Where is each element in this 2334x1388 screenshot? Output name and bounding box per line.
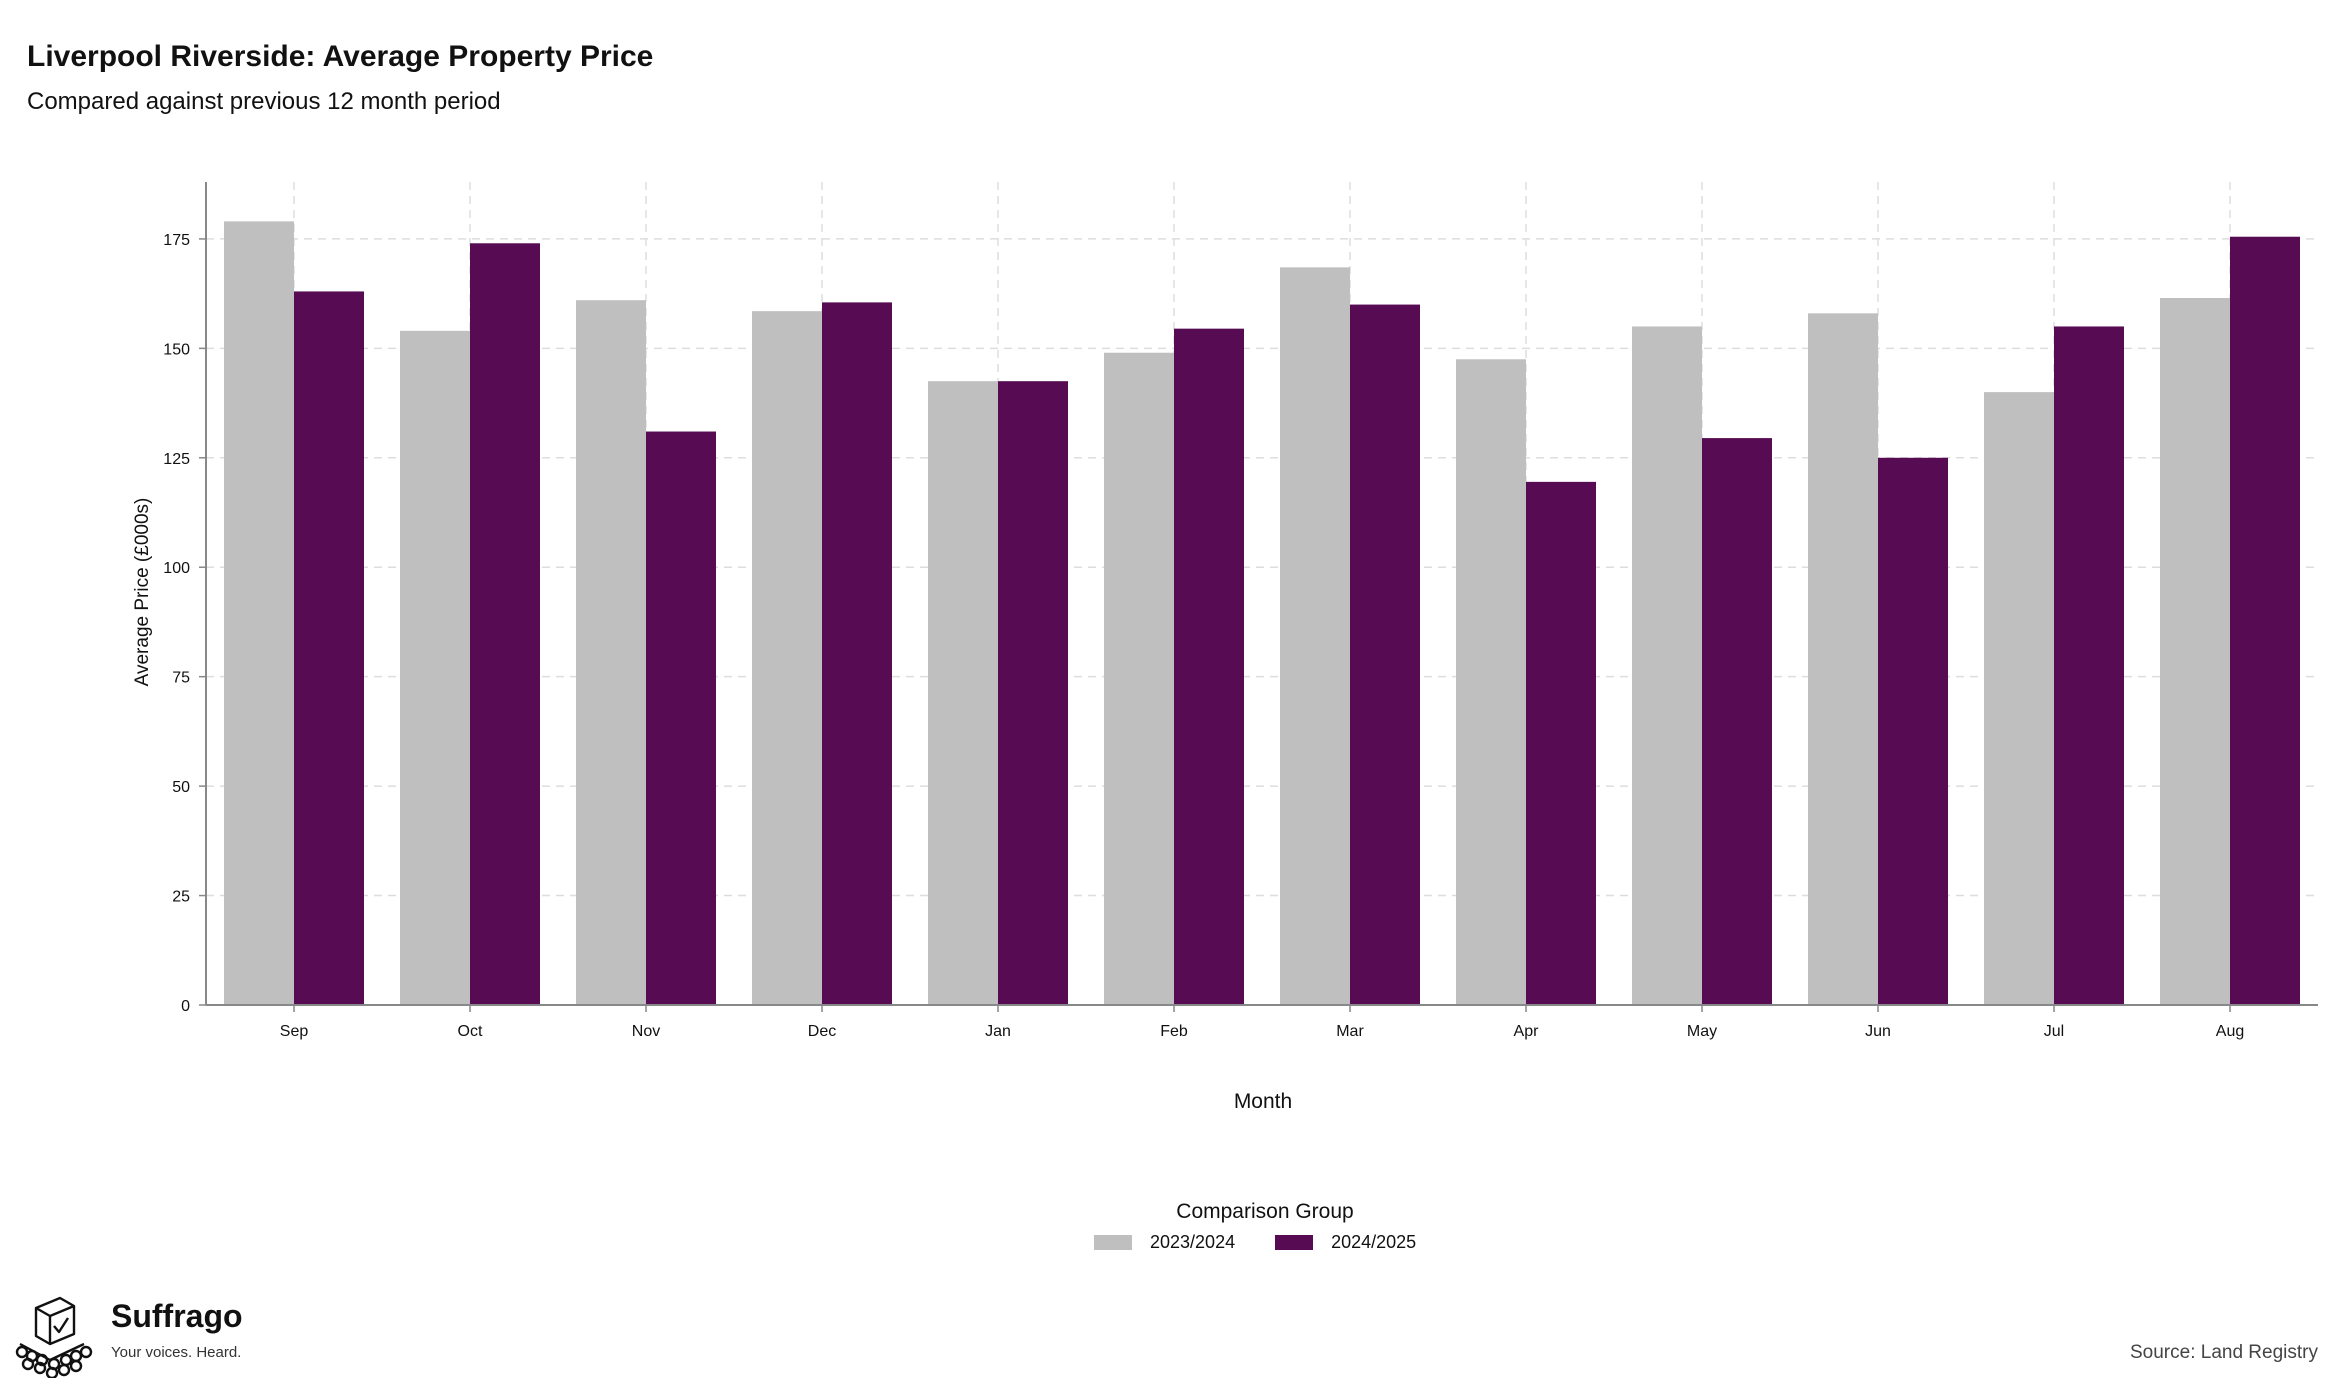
legend: 2023/2024 2024/2025 — [1094, 1232, 1416, 1253]
bar-2023-2024-apr — [1456, 359, 1526, 1005]
bar-2024-2025-apr — [1526, 481, 1596, 1005]
axes: 0 25 50 75 100 125 150 175 Sep Oct Nov Dec Jan Feb Mar… — [163, 182, 2318, 1040]
y-tick-label: 50 — [172, 779, 190, 796]
x-tick-label: Nov — [632, 1023, 660, 1040]
bar-2024-2025-may — [1702, 438, 1772, 1005]
bar-2023-2024-dec — [752, 311, 822, 1005]
chart-title: Liverpool Riverside: Average Property Pr… — [27, 40, 654, 73]
bar-2023-2024-feb — [1104, 352, 1174, 1005]
x-tick-label: Oct — [458, 1023, 483, 1040]
bar-2023-2024-oct — [400, 330, 470, 1005]
legend-item-2023-2024: 2023/2024 — [1094, 1232, 1235, 1253]
bar-2024-2025-nov — [646, 431, 716, 1005]
ballot-box-icon — [15, 1296, 93, 1378]
legend-item-2024-2025: 2024/2025 — [1275, 1232, 1416, 1253]
x-axis-label: Month — [1234, 1090, 1292, 1113]
legend-swatch-2023-2024 — [1094, 1235, 1132, 1250]
x-tick-label: Apr — [1514, 1023, 1540, 1040]
legend-label-2023-2024: 2023/2024 — [1150, 1232, 1236, 1252]
y-tick-label: 75 — [172, 670, 190, 687]
x-tick-label: May — [1687, 1023, 1717, 1040]
y-tick-label: 100 — [163, 560, 190, 577]
bars — [224, 221, 2300, 1006]
x-tick-label: Dec — [808, 1023, 836, 1040]
legend-swatch-2024-2025 — [1275, 1235, 1314, 1250]
bar-chart: 0 25 50 75 100 125 150 175 Sep Oct Nov Dec Jan Feb Mar… — [132, 182, 2318, 1113]
bar-2024-2025-dec — [822, 302, 892, 1006]
bar-2023-2024-may — [1632, 326, 1702, 1005]
x-tick-label: Feb — [1160, 1023, 1188, 1040]
x-tick-label: Mar — [1336, 1023, 1364, 1040]
chart-subtitle: Compared against previous 12 month perio… — [27, 88, 501, 115]
y-axis-label: Average Price (£000s) — [132, 498, 153, 687]
bar-2024-2025-jun — [1878, 457, 1948, 1005]
bar-2024-2025-jan — [998, 381, 1068, 1006]
x-tick-label: Jan — [985, 1023, 1011, 1040]
x-tick-label: Jul — [2044, 1023, 2064, 1040]
y-tick-label: 150 — [163, 341, 190, 358]
bar-2024-2025-jul — [2054, 326, 2124, 1005]
brand-name: Suffrago — [111, 1298, 243, 1334]
bar-2023-2024-mar — [1280, 267, 1350, 1005]
bar-2024-2025-aug — [2230, 236, 2300, 1005]
legend-title: Comparison Group — [1176, 1200, 1354, 1223]
bar-2024-2025-sep — [294, 291, 364, 1005]
y-tick-label: 25 — [172, 889, 190, 906]
bar-2024-2025-oct — [470, 243, 540, 1005]
brand-logo: Suffrago Your voices. Heard. — [14, 1296, 243, 1378]
y-tick-label: 175 — [163, 232, 190, 249]
source-note: Source: Land Registry — [2130, 1342, 2318, 1363]
bar-2024-2025-feb — [1174, 328, 1244, 1005]
x-tick-label: Aug — [2216, 1023, 2244, 1040]
legend-label-2024-2025: 2024/2025 — [1331, 1232, 1417, 1252]
y-tick-label: 125 — [163, 451, 190, 468]
bar-2023-2024-nov — [576, 300, 646, 1006]
brand-tagline: Your voices. Heard. — [111, 1344, 242, 1361]
bar-2023-2024-aug — [2160, 298, 2230, 1006]
x-tick-label: Jun — [1865, 1023, 1891, 1040]
bar-2023-2024-jul — [1984, 392, 2054, 1005]
bar-2024-2025-mar — [1350, 304, 1420, 1005]
bar-2023-2024-jun — [1808, 313, 1878, 1005]
x-tick-label: Sep — [280, 1023, 309, 1040]
bar-2023-2024-jan — [928, 381, 998, 1006]
bar-2023-2024-sep — [224, 221, 294, 1006]
y-tick-label: 0 — [181, 998, 190, 1015]
